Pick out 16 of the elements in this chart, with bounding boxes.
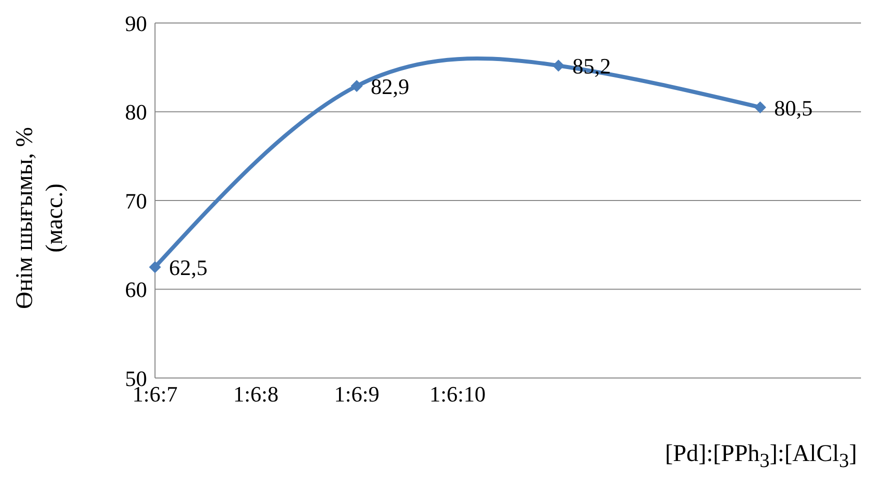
y-tick-label: 70 xyxy=(125,188,147,214)
point xyxy=(552,60,564,72)
data-label: 62,5 xyxy=(169,255,208,280)
point xyxy=(350,80,363,92)
point xyxy=(754,101,766,114)
y-tick-label: 80 xyxy=(125,100,147,125)
y-tick-label: 60 xyxy=(125,277,147,302)
x-tick-label: 1:6:9 xyxy=(334,382,380,407)
x-tick-label: 1:6:8 xyxy=(233,382,278,407)
data-label: 80,5 xyxy=(774,95,813,120)
point xyxy=(149,261,161,274)
data-label: 82,9 xyxy=(370,74,410,100)
x-axis-title: [Pd]:[PPh$_{3}$]:[AlCl$_{3}$] xyxy=(664,441,857,473)
y-tick-label: 90 xyxy=(125,10,147,36)
y-axis-title: Өнім шығымы, % (масс.) xyxy=(11,127,69,309)
x-tick-label: 1:6:10 xyxy=(429,382,486,407)
